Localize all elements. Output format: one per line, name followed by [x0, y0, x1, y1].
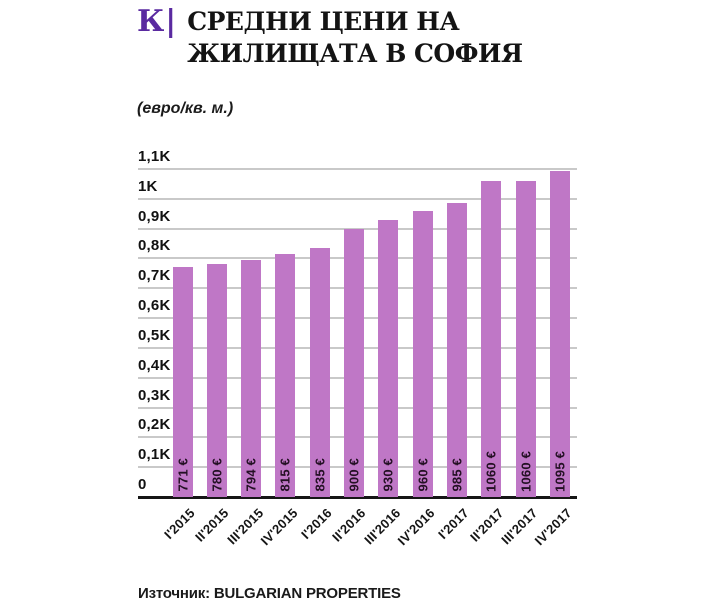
x-axis-tick-label: I'2015 [160, 505, 198, 542]
chart-title: СРЕДНИ ЦЕНИ НА ЖИЛИЩАТА В СОФИЯ [187, 6, 523, 70]
bar: 930 € [378, 219, 399, 497]
bar: 1095 € [549, 170, 570, 497]
y-axis-tick-label: 0,4K [138, 356, 171, 374]
bar: 1060 € [481, 180, 502, 497]
bar-value-label: 930 € [380, 458, 396, 492]
x-axis-tick-label: III'2016 [361, 505, 404, 548]
y-axis-tick-label: 0,8K [138, 237, 171, 255]
x-axis-line [138, 496, 577, 499]
bar: 780 € [206, 264, 227, 497]
bar-value-label: 985 € [449, 458, 465, 492]
x-axis-tick-label: III'2015 [223, 505, 267, 548]
gridline [138, 168, 577, 170]
bar-value-label: 835 € [312, 458, 328, 492]
x-axis-tick-label: I'2017 [435, 505, 472, 542]
x-axis-tick-label: I'2016 [297, 505, 335, 542]
bar: 794 € [241, 260, 262, 497]
bar: 900 € [344, 228, 364, 497]
bar-value-label: 794 € [243, 458, 259, 492]
bar-value-label: 771 € [175, 458, 190, 492]
gridline [138, 197, 577, 200]
bar: 1060 € [515, 180, 536, 497]
source-line: Източник: BULGARIAN PROPERTIES [138, 585, 401, 602]
y-axis-tick-label: 0,1K [138, 446, 171, 464]
bar: 835 € [309, 248, 330, 497]
x-axis-tick-label: III'2017 [498, 505, 541, 548]
bar-value-label: 815 € [277, 458, 293, 492]
chart-subtitle: (евро/кв. м.) [137, 100, 234, 117]
bar-value-label: 1060 € [518, 451, 533, 492]
y-axis-tick-label: 0,2K [138, 416, 171, 434]
chart-header: К| СРЕДНИ ЦЕНИ НА ЖИЛИЩАТА В СОФИЯ [137, 6, 523, 70]
y-axis-tick-label: 0,3K [138, 386, 171, 404]
bar-value-label: 1095 € [552, 451, 568, 492]
x-axis-tick-label: IV'2016 [394, 505, 438, 549]
y-axis-tick-label: 0 [138, 476, 147, 493]
y-axis-tick-label: 0,7K [138, 267, 171, 285]
bar: 960 € [412, 210, 433, 497]
chart-title-line2: ЖИЛИЩАТА В СОФИЯ [187, 39, 523, 68]
bar-value-label: 900 € [346, 458, 362, 492]
bar: 985 € [446, 203, 467, 497]
y-axis-tick-label: 1,1K [138, 148, 171, 165]
y-axis-tick-label: 0,5K [138, 326, 171, 344]
y-axis-tick-label: 0,6K [138, 297, 171, 315]
y-axis-tick-label: 0,9K [138, 207, 171, 225]
bar-chart-plot: 0 0,1K 0,2K 0,3K 0,4K 0,5K 0,6K 0,7K 0,8K 0,9K 1K 1… [138, 149, 577, 548]
y-axis-tick-label: 1K [138, 177, 158, 195]
chart-title-line1: СРЕДНИ ЦЕНИ НА [187, 7, 460, 36]
x-axis-tick-label: IV'2017 [531, 505, 575, 549]
bar: 815 € [275, 253, 296, 497]
bar-value-label: 780 € [209, 458, 225, 492]
bar-value-label: 960 € [415, 458, 431, 492]
x-axis-tick-label: IV'2015 [257, 505, 301, 549]
bar-value-label: 1060 € [483, 451, 499, 492]
bar: 771 € [172, 267, 193, 497]
capital-logo: К| [137, 4, 178, 39]
